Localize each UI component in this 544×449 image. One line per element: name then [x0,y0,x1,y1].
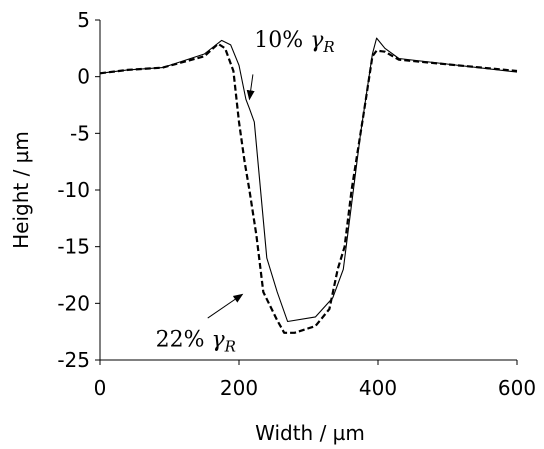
series-group [99,37,518,334]
x-tick-label: 0 [94,376,107,400]
y-tick-label: -5 [70,121,90,145]
y-tick-label: -25 [57,348,90,372]
annotation-subscript: R [322,38,334,56]
series-line-2 [99,42,518,334]
annotation-label-1: 10% γR [254,28,334,56]
axes [99,20,517,361]
y-tick-label: 5 [77,8,90,32]
x-tick-label: 200 [220,376,258,400]
annotation-arrow-2 [207,293,244,319]
annotation-label-2: 22% γR [156,327,236,355]
y-tick-label: -10 [57,178,90,202]
x-tick-label: 600 [498,376,536,400]
annotation-subscript: R [224,337,236,355]
annotation-arrow-1 [246,74,255,101]
annotation-symbol: γ [310,28,324,53]
y-tick-label: -20 [57,291,90,315]
y-tick-label: -15 [57,235,90,259]
x-axis-title: Width / µm [255,421,365,445]
y-tick-label: 0 [77,65,90,89]
annotation-percent: 22% [156,327,212,352]
annotation-symbol: γ [212,327,226,352]
annotation-percent: 10% [254,28,310,53]
y-axis-title: Height / µm [9,131,33,249]
ticks: -25 -20 -15 -10 -5 0 5 0 200 400 600 [57,8,536,400]
x-tick-label: 400 [359,376,397,400]
series-line-1 [99,37,518,323]
